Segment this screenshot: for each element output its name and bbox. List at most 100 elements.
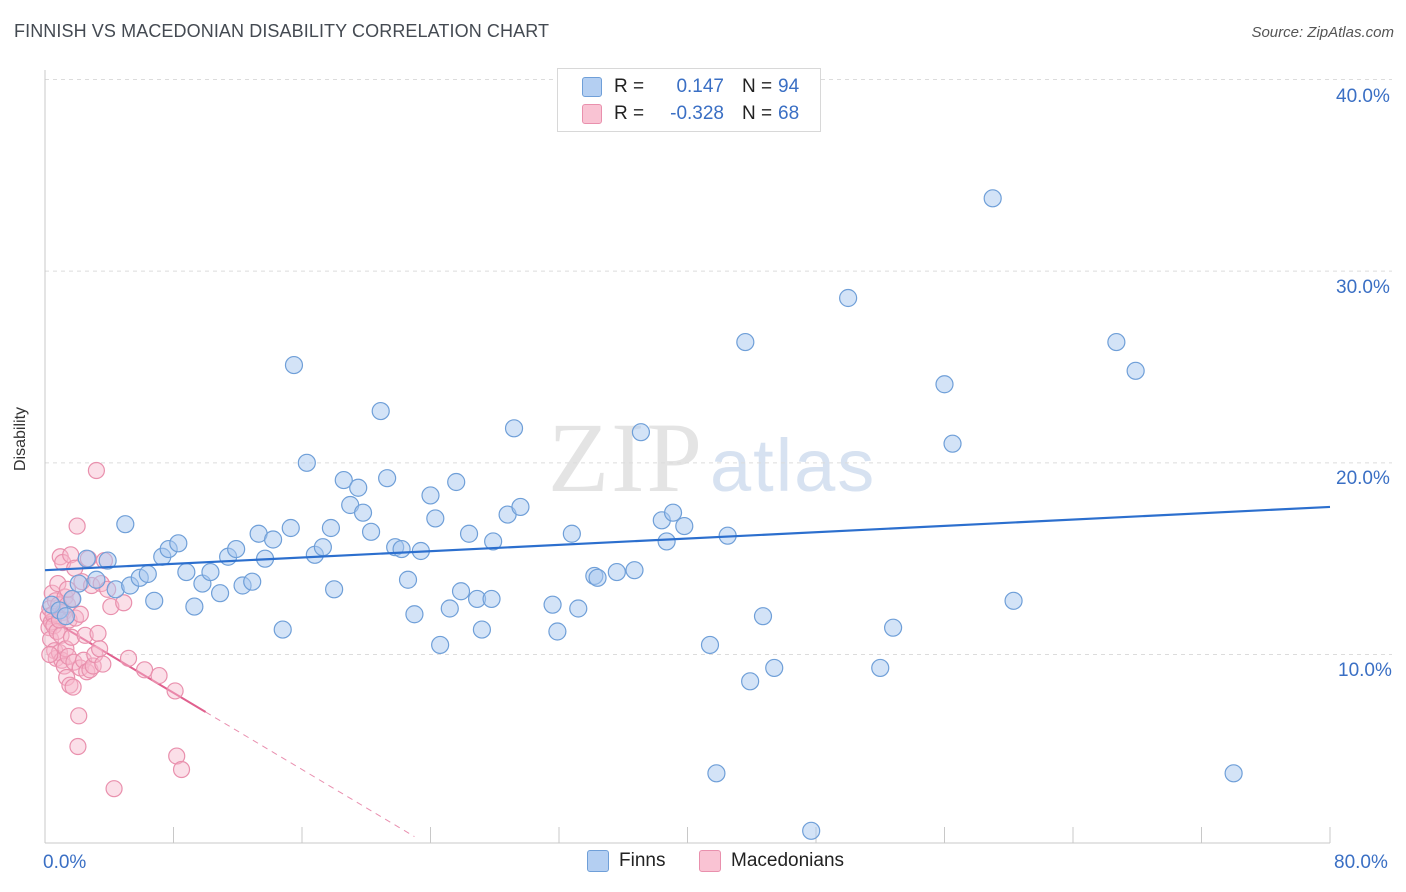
finns-point xyxy=(588,568,607,587)
macedonians-point xyxy=(94,655,112,673)
macedonians-point xyxy=(87,461,106,480)
finns-point xyxy=(177,562,196,582)
finns-swatch xyxy=(582,77,602,97)
r-label: R = xyxy=(614,103,645,124)
watermark-zip: ZIP xyxy=(548,402,704,513)
finns-point xyxy=(77,549,96,568)
finns-legend-swatch xyxy=(587,850,609,872)
macedonians-trend-line xyxy=(44,615,207,713)
finns-point xyxy=(625,561,644,580)
finns-point xyxy=(392,539,411,559)
macedonians-point xyxy=(64,678,82,696)
n-label: N = xyxy=(742,76,773,97)
finns-point xyxy=(1126,361,1145,380)
finns-point xyxy=(440,599,459,618)
finns-point xyxy=(313,538,332,557)
macedonians-point xyxy=(91,640,109,658)
n-label: N = xyxy=(742,103,773,124)
legend-item-macedonians[interactable]: Macedonians xyxy=(699,850,844,872)
finns-point xyxy=(398,570,418,589)
finns-point xyxy=(284,355,304,375)
finns-point xyxy=(210,584,230,603)
finns-point xyxy=(349,478,368,497)
macedonians-point xyxy=(69,737,87,756)
macedonians-point xyxy=(89,624,107,643)
finns-point xyxy=(543,595,562,614)
macedonians-points xyxy=(39,461,191,798)
macedonians-point xyxy=(115,594,133,612)
finns-point xyxy=(700,635,720,655)
finns-point xyxy=(421,486,440,505)
finns-point xyxy=(325,580,344,599)
macedonians-swatch xyxy=(582,104,602,124)
finns-point xyxy=(447,472,466,492)
macedonians-point xyxy=(76,626,94,644)
macedonians-point xyxy=(102,597,120,616)
y-tick-20: 20.0% xyxy=(1336,468,1390,489)
finns-point xyxy=(87,570,106,589)
finns-point xyxy=(69,574,88,593)
finns-point xyxy=(138,564,157,584)
finns-point xyxy=(839,288,858,308)
finns-point xyxy=(802,821,821,840)
finns-point xyxy=(607,562,626,582)
finns-point xyxy=(243,572,262,591)
finns-point xyxy=(657,532,676,551)
finns-point xyxy=(1107,332,1126,352)
finns-trend xyxy=(44,505,1331,572)
finns-point xyxy=(334,470,353,490)
x-tick-min: 0.0% xyxy=(43,852,87,873)
chart-title: FINNISH VS MACEDONIAN DISABILITY CORRELA… xyxy=(14,21,550,41)
y-tick-10: 10.0% xyxy=(1338,660,1392,681)
finns-point xyxy=(1224,764,1243,783)
y-tick-40: 40.0% xyxy=(1336,86,1390,107)
x-tick-max: 80.0% xyxy=(1334,852,1388,873)
finns-point xyxy=(511,497,530,517)
legend-label-finns: Finns xyxy=(619,850,666,871)
finns-point xyxy=(459,524,479,543)
finns-point xyxy=(675,516,694,536)
finns-point xyxy=(321,518,341,538)
finns-point xyxy=(472,620,491,639)
macedonians-trend-extension xyxy=(205,711,415,838)
stats-row-macedonians: R = -0.328 N = 68 xyxy=(582,102,799,126)
finns-points xyxy=(42,189,1243,840)
macedonians-point xyxy=(166,682,184,700)
macedonians-point xyxy=(105,780,123,798)
finns-point xyxy=(431,635,450,655)
macedonians-point xyxy=(41,645,59,664)
finns-point xyxy=(63,589,82,609)
macedonians-point xyxy=(70,707,88,725)
finns-point xyxy=(371,401,390,421)
finns-point xyxy=(201,562,220,582)
macedonians-point xyxy=(168,747,186,765)
n-value: 94 xyxy=(778,76,800,97)
finns-point xyxy=(482,589,501,609)
finns-point xyxy=(765,658,784,678)
gridlines xyxy=(45,79,1392,655)
macedonians-point xyxy=(135,661,154,679)
finns-point xyxy=(353,503,373,522)
macedonians-point xyxy=(62,628,81,646)
finns-point xyxy=(169,534,188,553)
finns-point xyxy=(263,530,283,549)
finns-point xyxy=(116,515,135,534)
stats-legend: R = 0.147 N = 94 R = -0.328 N = 68 xyxy=(557,68,821,132)
finns-point xyxy=(663,503,683,522)
finns-point xyxy=(741,672,760,691)
finns-point xyxy=(297,453,316,472)
finns-point xyxy=(736,332,755,352)
finns-point xyxy=(484,532,503,551)
macedonians-point xyxy=(172,760,191,779)
macedonians-legend-swatch xyxy=(699,850,721,872)
finns-point xyxy=(983,189,1002,208)
legend-label-macedonians: Macedonians xyxy=(731,850,845,871)
finns-point xyxy=(631,423,651,442)
finns-point xyxy=(56,607,75,626)
legend-item-finns[interactable]: Finns xyxy=(587,850,665,872)
finns-point xyxy=(378,469,397,488)
stats-row-finns: R = 0.147 N = 94 xyxy=(582,75,799,99)
y-tick-30: 30.0% xyxy=(1336,277,1390,298)
r-value: -0.328 xyxy=(670,103,724,124)
